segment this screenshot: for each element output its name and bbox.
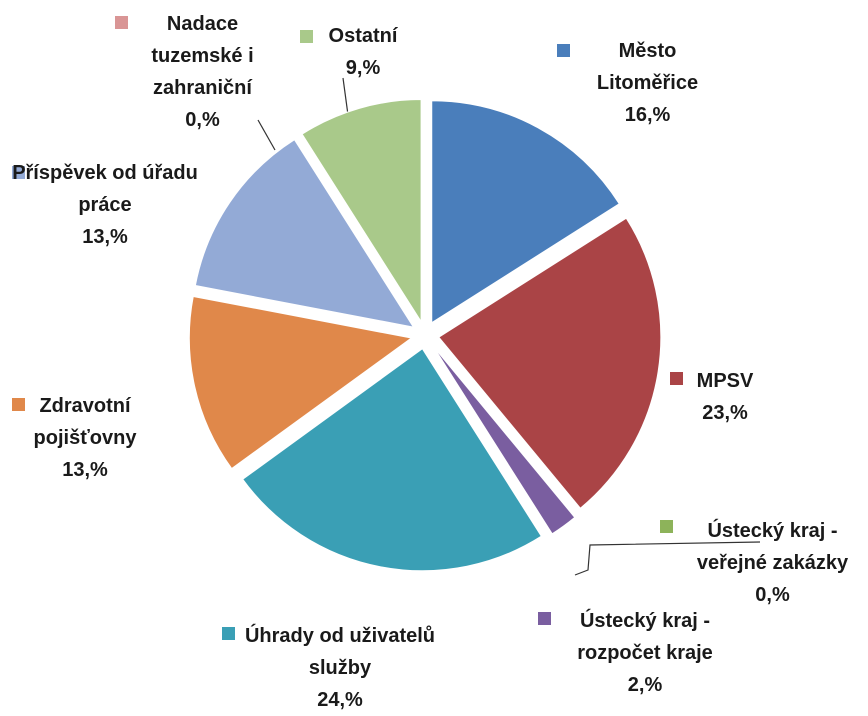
pie-slice: [431, 100, 620, 324]
legend-swatch: [670, 372, 683, 385]
leader-line: [342, 77, 349, 116]
legend-swatch: [538, 612, 551, 625]
value-label: 13,%: [82, 226, 128, 248]
legend-swatch: [12, 166, 25, 179]
category-label: Ústecký kraj - veřejné zakázky: [696, 520, 849, 574]
data-label: Úhrady od uživatelů služby 24,%: [240, 620, 440, 716]
value-label: 0,%: [755, 584, 790, 606]
pie-slice: [194, 138, 415, 328]
legend-swatch: [115, 16, 128, 29]
value-label: 2,%: [627, 674, 663, 696]
category-label: Příspěvek od úřadu práce: [12, 162, 198, 216]
data-label: Zdravotní pojišťovny 13,%: [15, 390, 155, 486]
legend-swatch: [300, 30, 313, 43]
data-label: Nadace tuzemské i zahraniční 0,%: [135, 8, 270, 136]
value-label: 24,%: [317, 689, 363, 711]
data-label: Ústecký kraj - rozpočet kraje 2,%: [555, 605, 735, 701]
data-label: MPSV 23,%: [690, 365, 760, 429]
value-label: 23,%: [702, 402, 748, 424]
value-label: 16,%: [624, 104, 671, 126]
data-label: Ústecký kraj - veřejné zakázky 0,%: [685, 515, 860, 611]
pie-slice: [438, 217, 662, 509]
data-label: Město Litoměřice 16,%: [580, 35, 715, 131]
pie-slice: [298, 135, 418, 324]
pie-slice: [301, 99, 422, 324]
legend-swatch: [557, 44, 570, 57]
pie-slice: [432, 346, 576, 535]
category-label: MPSV: [696, 370, 754, 392]
data-label: Ostatní 9,%: [318, 20, 408, 84]
pie-slice: [242, 348, 543, 572]
category-label: Město Litoměřice: [596, 40, 699, 94]
category-label: Ústecký kraj - rozpočet kraje: [577, 610, 713, 664]
value-label: 0,%: [185, 109, 220, 131]
category-label: Ostatní: [328, 25, 398, 47]
legend-swatch: [660, 520, 673, 533]
data-label: Příspěvek od úřadu práce 13,%: [10, 157, 200, 253]
legend-swatch: [222, 627, 235, 640]
legend-swatch: [12, 398, 25, 411]
value-label: 9,%: [345, 57, 381, 79]
pie-slice: [433, 345, 576, 518]
value-label: 13,%: [62, 459, 108, 481]
category-label: Úhrady od uživatelů služby: [244, 625, 436, 679]
leader-line: [574, 541, 761, 576]
pie-slice: [188, 295, 413, 470]
category-label: Zdravotní pojišťovny: [33, 395, 137, 449]
leader-line: [257, 119, 276, 151]
category-label: Nadace tuzemské i zahraniční: [151, 13, 254, 99]
